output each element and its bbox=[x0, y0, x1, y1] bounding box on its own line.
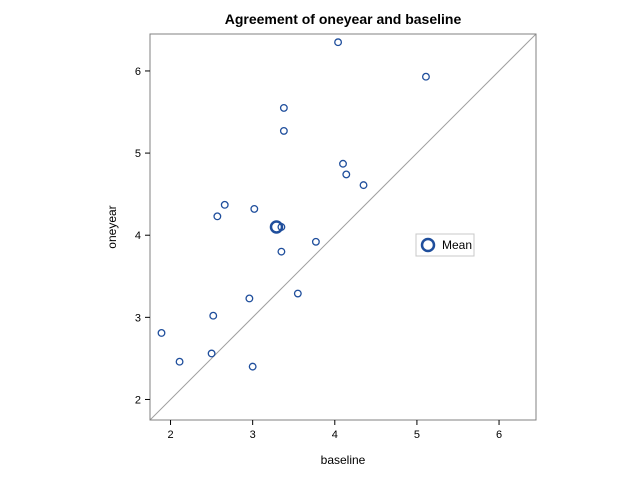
data-point bbox=[279, 126, 288, 135]
data-point bbox=[277, 247, 286, 256]
data-point bbox=[334, 38, 343, 47]
y-axis-label: oneyear bbox=[105, 205, 119, 248]
data-point bbox=[293, 289, 302, 298]
y-tick-label: 4 bbox=[135, 230, 141, 242]
legend-mean-label: Mean bbox=[442, 238, 472, 252]
mean-point bbox=[269, 220, 284, 234]
data-point bbox=[209, 311, 218, 320]
data-point bbox=[342, 170, 351, 179]
data-point bbox=[207, 349, 216, 358]
x-tick-label: 4 bbox=[332, 429, 338, 441]
data-point bbox=[250, 204, 259, 213]
y-tick-label: 2 bbox=[135, 394, 141, 406]
data-point bbox=[213, 212, 222, 221]
data-point bbox=[339, 159, 347, 168]
x-tick-label: 3 bbox=[250, 429, 256, 441]
y-tick-label: 5 bbox=[135, 148, 141, 160]
plot-frame bbox=[149, 33, 537, 421]
legend: Mean bbox=[415, 233, 475, 257]
data-point bbox=[245, 294, 254, 303]
legend-mean-marker bbox=[420, 237, 436, 253]
x-axis-label: baseline bbox=[321, 453, 366, 467]
data-point bbox=[175, 357, 184, 366]
data-point bbox=[279, 103, 288, 112]
data-point bbox=[421, 72, 430, 81]
x-tick-label: 2 bbox=[167, 429, 173, 441]
data-point bbox=[311, 237, 320, 246]
y-tick-label: 3 bbox=[135, 312, 141, 324]
data-point bbox=[157, 328, 166, 337]
x-tick-label: 5 bbox=[414, 429, 420, 441]
plot-area: 2 3 4 5 6 2 3 4 5 6 bbox=[135, 33, 537, 441]
data-point bbox=[248, 362, 257, 371]
reference-line bbox=[149, 33, 537, 421]
chart-title: Agreement of oneyear and baseline bbox=[225, 11, 462, 27]
y-tick-label: 6 bbox=[135, 66, 141, 78]
x-tick-label: 6 bbox=[496, 429, 502, 441]
data-point bbox=[359, 181, 368, 190]
data-point bbox=[220, 200, 229, 209]
